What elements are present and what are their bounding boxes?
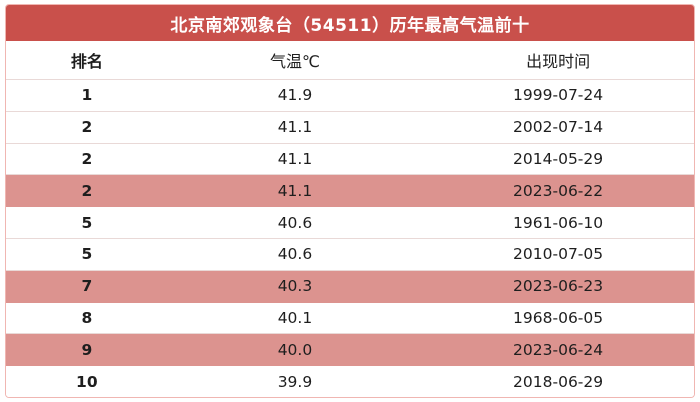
rank-cell: 5 — [81, 213, 93, 232]
date-cell: 2010-07-05 — [513, 245, 604, 264]
table-title-bar: 北京南郊观象台（54511）历年最高气温前十 — [6, 5, 694, 41]
table-row: 9 40.0 2023-06-24 — [6, 334, 694, 367]
date-cell: 1999-07-24 — [513, 86, 604, 105]
table-row: 10 39.9 2018-06-29 — [6, 366, 694, 397]
table-row: 2 41.1 2023-06-22 — [6, 175, 694, 208]
temperature-cell: 41.1 — [277, 118, 313, 137]
date-cell: 1968-06-05 — [513, 308, 604, 327]
date-cell: 2023-06-24 — [513, 340, 604, 359]
temperature-cell: 41.9 — [277, 86, 313, 105]
temperature-cell: 40.3 — [277, 277, 313, 296]
rank-cell: 10 — [76, 372, 98, 391]
table-row: 5 40.6 2010-07-05 — [6, 238, 694, 271]
rank-cell: 2 — [81, 149, 93, 168]
temperature-ranking-table: 北京南郊观象台（54511）历年最高气温前十 排名 气温℃ 出现时间 1 41.9… — [5, 4, 695, 398]
date-cell: 2023-06-23 — [513, 277, 604, 296]
temperature-cell: 41.1 — [277, 149, 313, 168]
rank-cell: 8 — [81, 308, 93, 327]
rank-cell: 2 — [81, 181, 93, 200]
column-header-date: 出现时间 — [526, 52, 591, 71]
table-row: 2 41.1 2002-07-14 — [6, 111, 694, 144]
rank-cell: 2 — [81, 118, 93, 137]
table-row: 7 40.3 2023-06-23 — [6, 270, 694, 303]
date-cell: 1961-06-10 — [513, 213, 604, 232]
date-cell: 2002-07-14 — [513, 118, 604, 137]
table-row: 8 40.1 1968-06-05 — [6, 302, 694, 335]
temperature-cell: 41.1 — [277, 181, 313, 200]
column-header-rank: 排名 — [70, 52, 103, 71]
rank-cell: 1 — [81, 86, 93, 105]
date-cell: 2014-05-29 — [513, 149, 604, 168]
table-body: 1 41.9 1999-07-24 2 41.1 2002-07-14 2 41.1 2014-… — [6, 80, 694, 397]
column-header-temperature: 气温℃ — [269, 52, 320, 71]
temperature-cell: 40.6 — [277, 213, 313, 232]
rank-cell: 5 — [81, 245, 93, 264]
date-cell: 2018-06-29 — [513, 372, 604, 391]
table-row: 5 40.6 1961-06-10 — [6, 207, 694, 239]
table-row: 1 41.9 1999-07-24 — [6, 80, 694, 112]
temperature-cell: 40.1 — [277, 308, 313, 327]
table-header-row: 排名 气温℃ 出现时间 — [6, 41, 694, 80]
rank-cell: 9 — [81, 340, 93, 359]
rank-cell: 7 — [81, 277, 93, 296]
date-cell: 2023-06-22 — [513, 181, 604, 200]
temperature-cell: 40.0 — [277, 340, 313, 359]
table-title: 北京南郊观象台（54511）历年最高气温前十 — [170, 15, 530, 36]
table-row: 2 41.1 2014-05-29 — [6, 143, 694, 176]
temperature-cell: 40.6 — [277, 245, 313, 264]
temperature-cell: 39.9 — [277, 372, 313, 391]
